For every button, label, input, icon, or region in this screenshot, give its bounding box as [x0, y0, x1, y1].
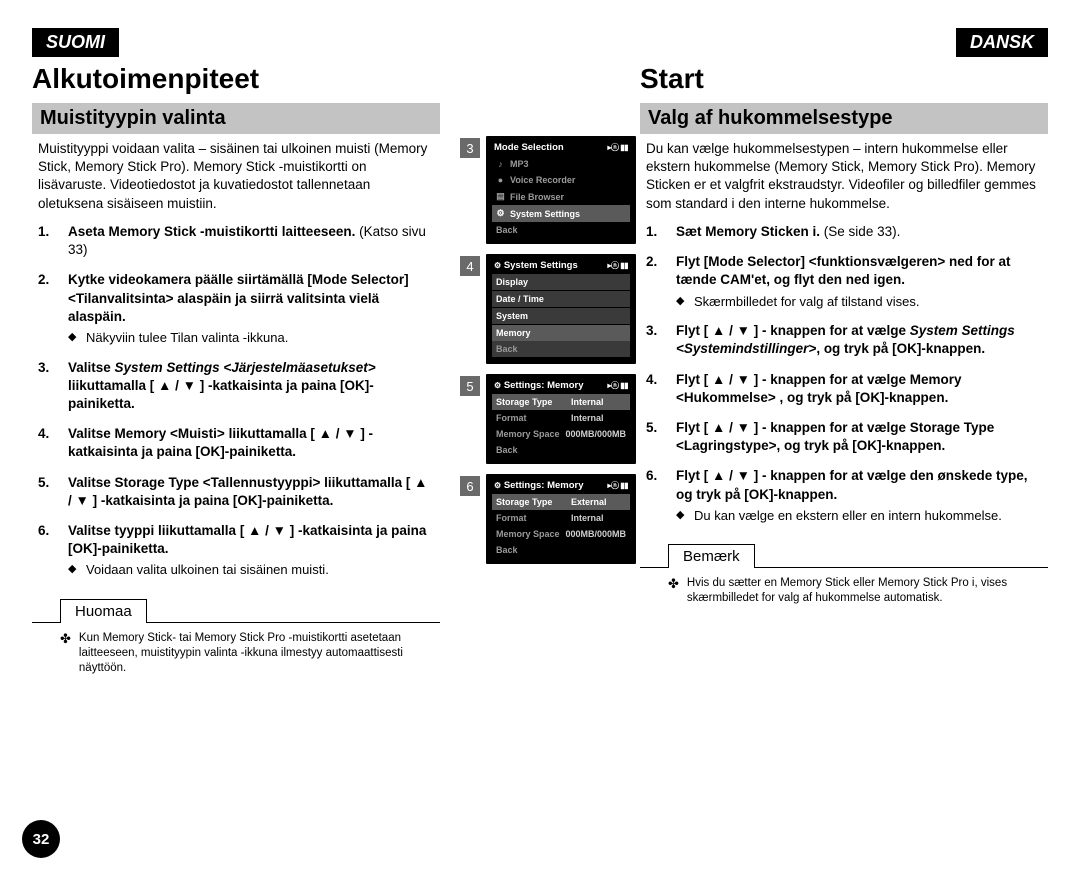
- screen-row: Memory Space000MB/000MB: [492, 526, 630, 542]
- step-item: Kytke videokamera päälle siirtämällä [Mo…: [38, 271, 434, 346]
- step-item: Flyt [ ▲ / ▼ ] - knappen for at vælge Me…: [646, 371, 1042, 407]
- screen-row: ♪MP3: [492, 156, 630, 172]
- step-item: Valitse Storage Type <Tallennustyyppi> l…: [38, 474, 434, 510]
- step-bullet: Du kan vælge en ekstern eller en intern …: [676, 507, 1042, 525]
- intro-text-left: Muistityyppi voidaan valita – sisäinen t…: [32, 140, 440, 223]
- step-item: Valitse Memory <Muisti> liikuttamalla [ …: [38, 425, 434, 461]
- screen-title: ⚙ Settings: Memory: [494, 380, 584, 391]
- note-label-left: Huomaa: [60, 599, 147, 623]
- step-item: Valitse System Settings <Järjestelmäaset…: [38, 359, 434, 414]
- screen-row: Back: [492, 442, 630, 458]
- steps-list-left: Aseta Memory Stick -muistikortti laittee…: [32, 223, 440, 591]
- screen-title: Mode Selection: [494, 142, 564, 153]
- step-bullet: Skærmbilledet for valg af tilstand vises…: [676, 293, 1042, 311]
- column-finnish: SUOMI Alkutoimenpiteet Muistityypin vali…: [32, 28, 440, 676]
- figure-number: 6: [460, 476, 480, 496]
- page-number-badge: 32: [22, 820, 60, 858]
- footnote-left: ✤ Kun Memory Stick- tai Memory Stick Pro…: [32, 631, 440, 676]
- step-item: Flyt [ ▲ / ▼ ] - knappen for at vælge de…: [646, 467, 1042, 524]
- screen-row: ▤File Browser: [492, 188, 630, 205]
- figure-6: 6 ⚙ Settings: Memory ▸ⓝ ▮▮ Storage TypeE…: [460, 474, 636, 564]
- figure-4: 4 ⚙ System Settings ▸ⓝ ▮▮ DisplayDate / …: [460, 254, 636, 364]
- figure-number: 5: [460, 376, 480, 396]
- status-icons: ▸ⓝ ▮▮: [607, 380, 628, 391]
- screen-row: ●Voice Recorder: [492, 172, 630, 188]
- status-icons: ▸ⓝ ▮▮: [607, 480, 628, 491]
- note-label-right: Bemærk: [668, 544, 755, 568]
- screen-row: Memory Space000MB/000MB: [492, 426, 630, 442]
- device-screen: ⚙ System Settings ▸ⓝ ▮▮ DisplayDate / Ti…: [486, 254, 636, 364]
- screen-row: Back: [492, 222, 630, 238]
- step-item: Valitse tyyppi liikuttamalla [ ▲ / ▼ ] -…: [38, 522, 434, 579]
- screen-row: Memory: [492, 325, 630, 341]
- step-item: Flyt [Mode Selector] <funktionsvælgeren>…: [646, 253, 1042, 310]
- page-title-left: Alkutoimenpiteet: [32, 63, 440, 95]
- device-screen: Mode Selection ▸ⓝ ▮▮ ♪MP3●Voice Recorder…: [486, 136, 636, 244]
- diamond-icon: ✤: [668, 576, 679, 606]
- section-heading-left: Muistityypin valinta: [32, 103, 440, 134]
- screen-row: ⚙System Settings: [492, 205, 630, 222]
- screen-row: Back: [492, 341, 630, 357]
- device-screenshots: 3 Mode Selection ▸ⓝ ▮▮ ♪MP3●Voice Record…: [460, 136, 636, 564]
- footnote-right: ✤ Hvis du sætter en Memory Stick eller M…: [640, 576, 1048, 606]
- screen-row: Date / Time: [492, 291, 630, 307]
- diamond-icon: ✤: [60, 631, 71, 676]
- screen-title: ⚙ System Settings: [494, 260, 578, 271]
- screen-row: Back: [492, 542, 630, 558]
- lang-tab-dansk: DANSK: [956, 28, 1048, 57]
- device-screen: ⚙ Settings: Memory ▸ⓝ ▮▮ Storage TypeInt…: [486, 374, 636, 464]
- screen-row: Storage TypeInternal: [492, 394, 630, 410]
- figure-number: 4: [460, 256, 480, 276]
- section-heading-right: Valg af hukommelsestype: [640, 103, 1048, 134]
- page-title-right: Start: [640, 63, 1048, 95]
- figure-3: 3 Mode Selection ▸ⓝ ▮▮ ♪MP3●Voice Record…: [460, 136, 636, 244]
- screen-row: Display: [492, 274, 630, 290]
- lang-tab-suomi: SUOMI: [32, 28, 119, 57]
- step-item: Sæt Memory Sticken i. (Se side 33).: [646, 223, 1042, 241]
- screen-row: Storage TypeExternal: [492, 494, 630, 510]
- status-icons: ▸ⓝ ▮▮: [607, 142, 628, 153]
- step-item: Flyt [ ▲ / ▼ ] - knappen for at vælge Sy…: [646, 322, 1042, 358]
- step-bullet: Voidaan valita ulkoinen tai sisäinen mui…: [68, 561, 434, 579]
- step-item: Flyt [ ▲ / ▼ ] - knappen for at vælge St…: [646, 419, 1042, 455]
- step-bullet: Näkyviin tulee Tilan valinta -ikkuna.: [68, 329, 434, 347]
- column-danish: DANSK Start Valg af hukommelsestype Du k…: [640, 28, 1048, 676]
- figure-number: 3: [460, 138, 480, 158]
- screen-row: FormatInternal: [492, 510, 630, 526]
- steps-list-right: Sæt Memory Sticken i. (Se side 33). Flyt…: [640, 223, 1048, 537]
- device-screen: ⚙ Settings: Memory ▸ⓝ ▮▮ Storage TypeExt…: [486, 474, 636, 564]
- intro-text-right: Du kan vælge hukommelsestypen – intern h…: [640, 140, 1048, 223]
- screen-title: ⚙ Settings: Memory: [494, 480, 584, 491]
- step-item: Aseta Memory Stick -muistikortti laittee…: [38, 223, 434, 259]
- status-icons: ▸ⓝ ▮▮: [607, 260, 628, 271]
- figure-5: 5 ⚙ Settings: Memory ▸ⓝ ▮▮ Storage TypeI…: [460, 374, 636, 464]
- screen-row: FormatInternal: [492, 410, 630, 426]
- screen-row: System: [492, 308, 630, 324]
